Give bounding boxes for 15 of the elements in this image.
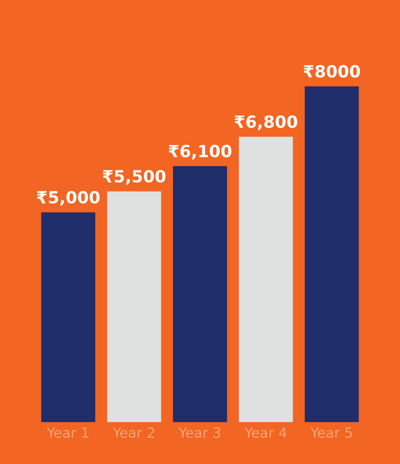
data-label: ₹5,500	[102, 170, 166, 185]
x-tick-label: Year 2	[112, 427, 154, 438]
bar	[107, 191, 162, 422]
data-label: ₹8000	[304, 65, 360, 78]
bar	[41, 212, 96, 422]
bar	[304, 86, 359, 422]
bar	[172, 166, 228, 422]
data-label: ₹6,800	[234, 115, 298, 130]
bar	[238, 136, 293, 422]
x-tick-label: Year 5	[310, 428, 352, 438]
data-label: ₹6,100	[168, 144, 232, 160]
x-tick-label: Year 1	[46, 428, 88, 438]
x-tick-label: Year 4	[244, 428, 286, 438]
data-label: ₹5,000	[36, 190, 100, 206]
x-tick-label: Year 3	[178, 427, 220, 438]
